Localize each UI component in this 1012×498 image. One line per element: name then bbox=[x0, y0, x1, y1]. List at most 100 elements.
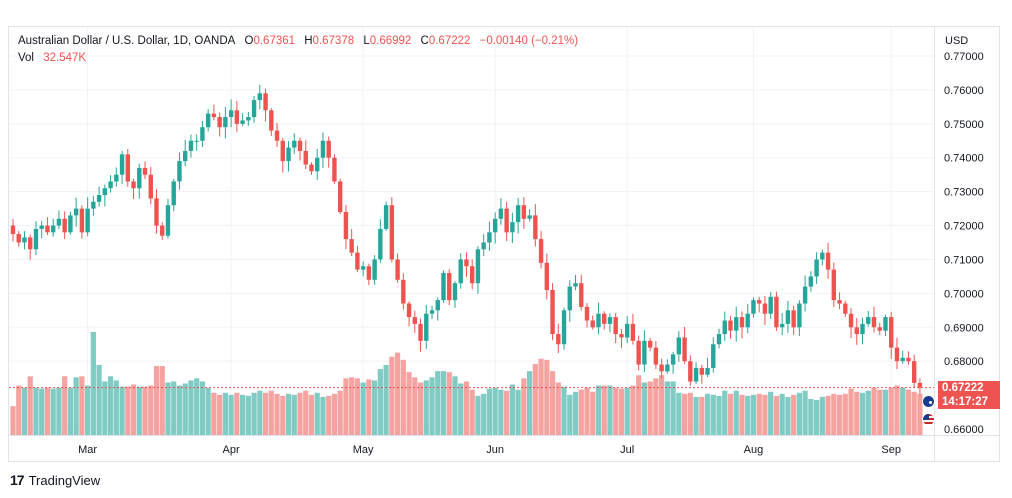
volume-bar bbox=[561, 386, 567, 435]
candle-up bbox=[561, 310, 567, 345]
price-tick-label: 0.72000 bbox=[944, 221, 984, 233]
volume-bars bbox=[10, 332, 923, 435]
candle-down bbox=[274, 130, 280, 141]
candle-down bbox=[280, 140, 285, 162]
candle-up bbox=[286, 147, 291, 162]
candle-down bbox=[837, 300, 842, 304]
candle-down bbox=[774, 296, 779, 328]
candle-down bbox=[131, 181, 136, 189]
volume-bar bbox=[136, 386, 142, 435]
candle-up bbox=[808, 276, 814, 287]
candle-down bbox=[636, 340, 641, 365]
candle-up bbox=[50, 225, 56, 233]
tradingview-logo-icon: 17 bbox=[10, 472, 25, 488]
volume-bar bbox=[509, 384, 515, 435]
candle-up bbox=[205, 113, 211, 128]
time-tick-label: May bbox=[353, 444, 374, 456]
candle-down bbox=[217, 117, 222, 128]
flag-star-icon bbox=[929, 401, 932, 404]
us-flag-icon bbox=[922, 413, 935, 426]
candle-down bbox=[464, 259, 469, 267]
candle-up bbox=[56, 218, 62, 226]
candle-down bbox=[470, 266, 475, 284]
volume-bar bbox=[527, 371, 533, 435]
candle-up bbox=[251, 100, 257, 118]
candle-down bbox=[584, 306, 590, 321]
candle-down bbox=[550, 289, 555, 335]
volume-bar bbox=[722, 390, 728, 435]
price-tick-label: 0.77000 bbox=[944, 51, 984, 63]
candle-down bbox=[739, 317, 745, 328]
volume-bar bbox=[756, 393, 762, 435]
volume-bar bbox=[555, 382, 561, 435]
volume-bar bbox=[44, 387, 51, 435]
volume-bar bbox=[423, 380, 429, 435]
candle-down bbox=[337, 181, 343, 212]
volume-bar bbox=[240, 394, 246, 435]
volume-bar bbox=[681, 393, 688, 435]
candle-up bbox=[320, 140, 326, 158]
australia-flag-icon bbox=[922, 395, 935, 408]
candle-down bbox=[395, 259, 400, 280]
candle-up bbox=[177, 161, 182, 182]
flag-canton-icon bbox=[923, 414, 929, 420]
volume-bar bbox=[389, 356, 395, 435]
candle-down bbox=[613, 317, 618, 335]
volume-bar bbox=[297, 392, 303, 435]
candle-up bbox=[860, 323, 865, 335]
volume-bar bbox=[148, 385, 154, 435]
volume-bar bbox=[291, 394, 297, 435]
currency-label[interactable]: USD bbox=[945, 35, 969, 47]
candle-up bbox=[228, 110, 234, 118]
candle-up bbox=[711, 344, 716, 368]
volume-bar bbox=[113, 380, 119, 435]
volume-bar bbox=[544, 359, 550, 435]
volume-bar bbox=[366, 379, 372, 435]
volume-bar bbox=[412, 377, 418, 435]
time-tick-label: Jul bbox=[620, 444, 634, 456]
time-tick-label: Aug bbox=[744, 444, 764, 456]
volume-bar bbox=[704, 393, 711, 435]
volume-bar bbox=[825, 395, 831, 435]
candle-up bbox=[785, 310, 791, 324]
candle-down bbox=[234, 110, 240, 124]
volume-bar bbox=[446, 372, 452, 435]
candle-up bbox=[315, 157, 320, 172]
candle-down bbox=[653, 347, 659, 365]
candle-up bbox=[779, 323, 785, 328]
candle-down bbox=[303, 150, 308, 165]
candle-up bbox=[802, 286, 808, 304]
candle-down bbox=[544, 262, 550, 290]
volume-bar bbox=[762, 394, 768, 435]
volume-bar bbox=[257, 390, 263, 435]
candle-down bbox=[211, 113, 217, 118]
volume-bar bbox=[848, 388, 854, 435]
candle-up bbox=[68, 215, 73, 233]
volume-bar bbox=[819, 396, 825, 435]
candle-down bbox=[630, 323, 636, 341]
candle-up bbox=[39, 225, 44, 229]
volume-bar bbox=[641, 382, 647, 435]
price-tick-label: 0.69000 bbox=[944, 322, 984, 334]
volume-bar bbox=[125, 386, 131, 435]
volume-bar bbox=[429, 377, 435, 435]
volume-bar bbox=[515, 389, 521, 435]
volume-bar bbox=[199, 381, 206, 435]
candle-down bbox=[831, 269, 837, 301]
price-tick-label: 0.71000 bbox=[944, 254, 984, 266]
volume-label: Vol bbox=[18, 52, 34, 64]
candle-down bbox=[556, 334, 561, 345]
candle-up bbox=[85, 208, 90, 233]
candles[interactable] bbox=[10, 84, 923, 395]
candle-down bbox=[917, 382, 923, 388]
volume-bar bbox=[102, 381, 108, 435]
volume-bar bbox=[664, 381, 670, 435]
time-axis[interactable]: Mar Apr May Jun Jul Aug Sep bbox=[9, 435, 1000, 457]
price-tick-label: 0.66000 bbox=[944, 424, 984, 436]
volume-bar bbox=[911, 391, 917, 435]
tradingview-logo[interactable]: 17 TradingView bbox=[10, 472, 100, 488]
candle-down bbox=[699, 367, 704, 375]
price-axis[interactable]: 0.77000 0.76000 0.75000 0.74000 0.73000 0.720… bbox=[934, 27, 984, 461]
candle-down bbox=[142, 167, 148, 175]
